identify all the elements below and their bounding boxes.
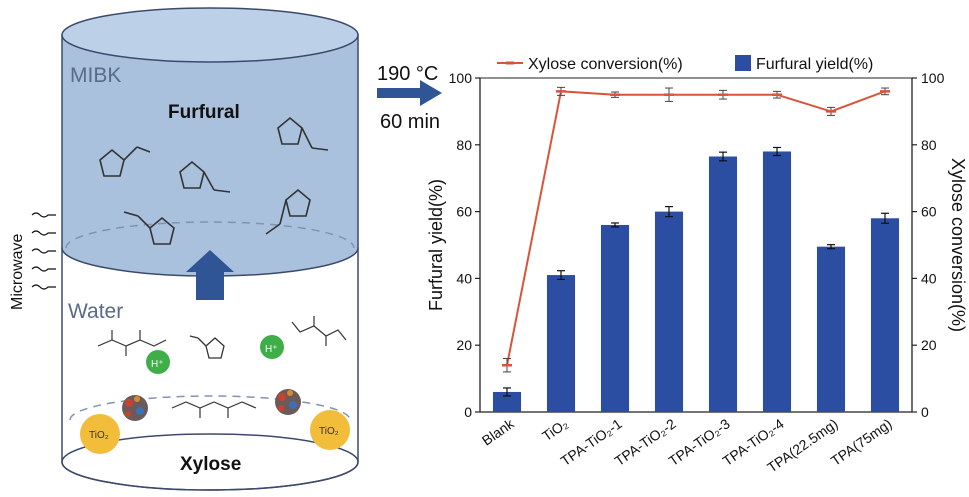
furfural-molecule xyxy=(123,211,175,245)
right-tick-label: 40 xyxy=(921,270,937,286)
extraction-arrow xyxy=(186,250,234,300)
svg-text:H⁺: H⁺ xyxy=(265,344,278,355)
cylinder-bottom xyxy=(61,433,359,491)
right-tick-label: 0 xyxy=(921,404,929,420)
left-tick-label: 20 xyxy=(456,337,472,353)
svg-text:H⁺: H⁺ xyxy=(151,359,164,370)
proton-badge: H⁺ xyxy=(260,335,284,359)
legend-bar-label: Furfural yield(%) xyxy=(756,56,873,73)
xylose-molecule xyxy=(97,330,167,356)
bar-furfural-yield xyxy=(816,246,846,412)
xylose-molecule xyxy=(291,316,347,346)
xylose-molecule xyxy=(171,401,257,418)
bar-furfural-yield xyxy=(600,224,630,412)
right-tick-label: 100 xyxy=(921,70,945,86)
svg-text:TiO₂: TiO₂ xyxy=(89,430,109,441)
bar-furfural-yield xyxy=(492,391,522,412)
furfural-molecule xyxy=(265,188,311,235)
bar-furfural-yield xyxy=(870,218,900,412)
left-tick-label: 80 xyxy=(456,137,472,153)
legend-line-label: Xylose conversion(%) xyxy=(528,56,683,73)
tio2-catalyst: TiO₂ xyxy=(310,410,350,450)
condition-time: 60 min xyxy=(380,111,440,133)
proton-badge: H⁺ xyxy=(146,350,170,374)
left-tick-label: 60 xyxy=(456,204,472,220)
reactor-diagram: MIBK Furfural Water Xylose xyxy=(9,7,359,491)
left-tick-label: 0 xyxy=(464,404,472,420)
bar-furfural-yield xyxy=(708,156,738,412)
catalyst-layer-line xyxy=(69,395,351,421)
tpa-cluster xyxy=(275,389,301,415)
left-tick-label: 40 xyxy=(456,270,472,286)
xylose-label: Xylose xyxy=(180,454,241,475)
svg-text:TiO₂: TiO₂ xyxy=(319,426,339,437)
furfural-molecule xyxy=(179,160,231,193)
right-tick-label: 80 xyxy=(921,137,937,153)
furfural-molecule xyxy=(99,146,151,177)
line-xylose-conversion xyxy=(506,90,886,366)
left-tick-label: 100 xyxy=(449,70,473,86)
bar-furfural-yield xyxy=(546,275,576,412)
furfural-molecule xyxy=(277,116,329,151)
x-tick-label: Blank xyxy=(479,415,518,449)
x-tick-label: TiO₂ xyxy=(539,415,571,444)
tio2-catalyst: TiO₂ xyxy=(80,414,120,454)
phase-interface xyxy=(65,221,355,249)
legend-bar-swatch xyxy=(735,55,751,71)
bar-furfural-yield xyxy=(654,211,684,412)
right-axis-label: Xylose conversion(%) xyxy=(948,158,968,332)
microwave-arrows xyxy=(31,212,56,290)
yield-chart: 0 0 20 20 40 40 60 60 80 80 100 100 Furfural yield(%… xyxy=(426,55,968,476)
water-label: Water xyxy=(68,300,123,323)
furfural-label: Furfural xyxy=(168,102,240,123)
left-axis-label: Furfural yield(%) xyxy=(426,179,446,311)
microwave-label: Microwave xyxy=(9,233,26,310)
mibk-label: MIBK xyxy=(70,64,121,87)
condition-arrow xyxy=(377,80,442,106)
right-tick-label: 60 xyxy=(921,204,937,220)
bar-furfural-yield xyxy=(762,151,792,413)
cylinder-top xyxy=(61,7,359,63)
furfural-molecule xyxy=(189,335,225,359)
reaction-conditions: 190 °C 60 min xyxy=(377,63,442,133)
right-tick-label: 20 xyxy=(921,337,937,353)
tpa-cluster xyxy=(122,395,148,421)
x-tick-label: TPA(75mg) xyxy=(828,415,895,469)
condition-temperature: 190 °C xyxy=(377,63,438,85)
